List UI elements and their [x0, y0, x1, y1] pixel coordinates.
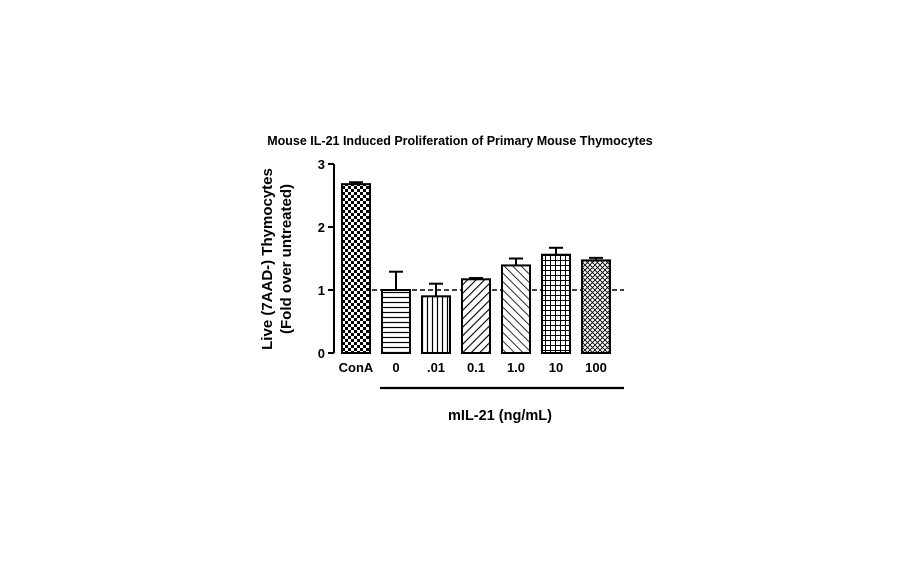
y-axis-label-line-2: (Fold over untreated) — [278, 184, 295, 334]
error-bars — [349, 181, 603, 297]
x-tick-label: 10 — [549, 360, 563, 375]
bar-dose-1 — [381, 289, 411, 354]
y-axis-label: Live (7AAD-) Thymocytes (Fold over untre… — [259, 168, 295, 350]
bar-dose-3 — [461, 278, 491, 355]
x-tick-label: 100 — [585, 360, 607, 375]
bar-dose-4 — [501, 264, 531, 354]
x-tick-labels: ConA 0 .01 0.1 1.0 10 100 — [339, 360, 607, 375]
x-tick-label: 0.1 — [467, 360, 485, 375]
x-tick-label: .01 — [427, 360, 445, 375]
x-tick-label: 1.0 — [507, 360, 525, 375]
x-tick-label: 0 — [392, 360, 399, 375]
y-tick-label: 1 — [318, 283, 325, 298]
x-axis-label: mIL-21 (ng/mL) — [448, 408, 552, 424]
bar-dose-6 — [581, 259, 611, 355]
y-tick-label: 3 — [318, 157, 325, 172]
bar-dose-5 — [541, 253, 571, 354]
x-tick-label: ConA — [339, 360, 374, 375]
y-axis-label-line-1: Live (7AAD-) Thymocytes — [259, 168, 276, 350]
y-tick-label: 2 — [318, 220, 325, 235]
y-axis: 0 1 2 3 — [318, 157, 335, 361]
bar-dose-2 — [421, 295, 451, 354]
y-tick-label: 0 — [318, 346, 325, 361]
bars — [341, 183, 611, 355]
chart-title: Mouse IL-21 Induced Proliferation of Pri… — [267, 134, 653, 148]
bar-cona — [341, 183, 371, 354]
